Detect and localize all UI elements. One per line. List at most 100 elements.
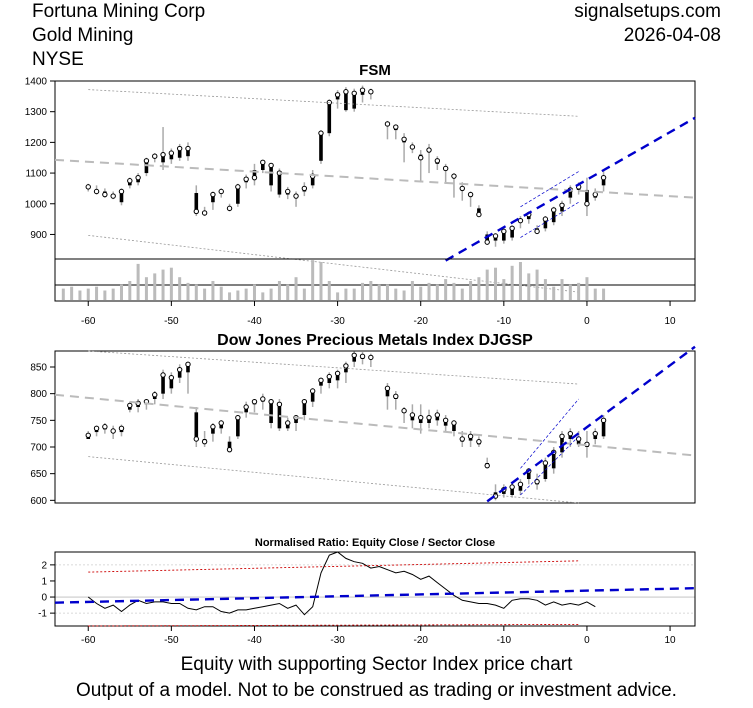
short-channel-lower <box>520 436 579 496</box>
candle-close-marker <box>127 402 133 409</box>
candle-close-marker <box>93 425 100 432</box>
candle-close-marker <box>534 228 540 235</box>
candle-close-marker <box>542 460 549 466</box>
candle-body <box>269 165 273 186</box>
candle-close-marker <box>476 438 482 445</box>
candle-close-marker <box>584 201 590 207</box>
volume-bar <box>560 279 564 300</box>
volume-bar <box>352 288 356 300</box>
candle-body <box>327 102 332 134</box>
candle-close-marker <box>226 446 233 453</box>
y-tick-label: 1400 <box>25 77 48 88</box>
volume-bar <box>294 277 298 300</box>
candle-body <box>510 228 514 238</box>
volume-bar <box>277 281 281 300</box>
volume-bar <box>327 281 331 300</box>
candle-close-marker <box>334 92 341 98</box>
company-name: Fortuna Mining Corp <box>32 1 206 22</box>
header-right: signalsetups.com 2026-04-08 <box>574 0 721 48</box>
x-tick-label: -50 <box>164 635 179 646</box>
candle-body <box>227 441 232 450</box>
candle-close-marker <box>393 124 399 130</box>
candle-close-marker <box>509 484 515 490</box>
volume-bar <box>577 282 581 300</box>
plot-area <box>85 351 607 501</box>
candle-body <box>169 377 174 389</box>
candle-body <box>161 154 165 163</box>
volume-bar <box>444 279 448 300</box>
candle-close-marker <box>268 162 274 169</box>
candle-close-marker <box>517 481 524 488</box>
candle-close-marker <box>152 392 158 398</box>
candle-close-marker <box>451 420 457 426</box>
candle-close-marker <box>534 478 540 485</box>
candle-close-marker <box>467 433 474 440</box>
x-tick-label: -10 <box>497 316 512 327</box>
volume-bar <box>435 284 439 300</box>
volume-bar <box>228 292 232 300</box>
candle-close-marker <box>243 404 249 410</box>
candle-close-marker <box>359 353 366 360</box>
candle-close-marker <box>260 396 266 402</box>
candle-close-marker <box>551 207 557 213</box>
x-tick-label: -20 <box>413 635 428 646</box>
candle-close-marker <box>467 191 474 198</box>
y-tick-label: -1 <box>38 609 47 620</box>
candle-body <box>585 189 589 204</box>
volume-bar <box>186 282 190 300</box>
footer-disclaimer: Output of a model. Not to be construed a… <box>76 680 677 701</box>
volume-bar <box>136 263 140 300</box>
candle-close-marker <box>343 89 349 95</box>
plot-area <box>85 85 607 247</box>
candle-body <box>526 471 531 479</box>
candle-body <box>352 355 357 362</box>
footer-caption: Equity with supporting Sector Index pric… <box>180 654 573 675</box>
y-tick-label: 1200 <box>25 138 48 149</box>
volume-bar <box>244 288 248 300</box>
volume-bar <box>86 288 90 300</box>
equity-price-panel: FSM 900 1000 1100 1200 1300 1400 <box>25 62 696 293</box>
panel-title: Normalised Ratio: Equity Close / Sector … <box>255 537 495 549</box>
candle-close-marker <box>442 417 449 424</box>
candle-body <box>385 388 390 397</box>
candle-body <box>344 365 348 373</box>
candle-close-marker <box>135 174 141 181</box>
candle-body <box>277 173 282 195</box>
y-tick-label: 0 <box>41 593 47 604</box>
candle-close-marker <box>268 398 274 405</box>
panel-frame <box>54 80 696 260</box>
candle-close-marker <box>484 239 490 245</box>
candle-close-marker <box>176 145 183 152</box>
candle-close-marker <box>409 412 416 418</box>
candle-close-marker <box>201 210 208 216</box>
candle-body <box>161 375 165 394</box>
candle-body <box>502 231 506 241</box>
candle-close-marker <box>301 398 308 405</box>
candle-body <box>518 484 523 491</box>
y-tick-label: 650 <box>30 469 47 480</box>
candle-close-marker <box>93 188 100 195</box>
plot-area <box>55 552 695 616</box>
candle-body <box>551 209 556 223</box>
x-tick-label: 0 <box>584 316 590 327</box>
lower-band-line <box>88 623 579 627</box>
candle-body <box>310 176 315 186</box>
candle-close-marker <box>102 191 108 198</box>
volume-bar <box>485 269 489 300</box>
x-tick-label: -50 <box>164 316 179 327</box>
volume-bar <box>336 292 340 300</box>
volume-bar <box>111 288 115 300</box>
candle-close-marker <box>160 372 166 378</box>
candle-close-marker <box>326 373 332 380</box>
volume-bar <box>518 262 522 300</box>
candle-close-marker <box>501 228 507 235</box>
volume-bar <box>552 286 556 300</box>
volume-bar <box>369 281 373 300</box>
x-tick-label: -40 <box>247 635 262 646</box>
volume-bar <box>319 262 323 300</box>
volume-bar <box>535 269 539 300</box>
volume-bar <box>128 281 132 300</box>
candle-body <box>177 148 182 158</box>
x-tick-label: -60 <box>81 316 96 327</box>
candle-close-marker <box>476 211 482 218</box>
